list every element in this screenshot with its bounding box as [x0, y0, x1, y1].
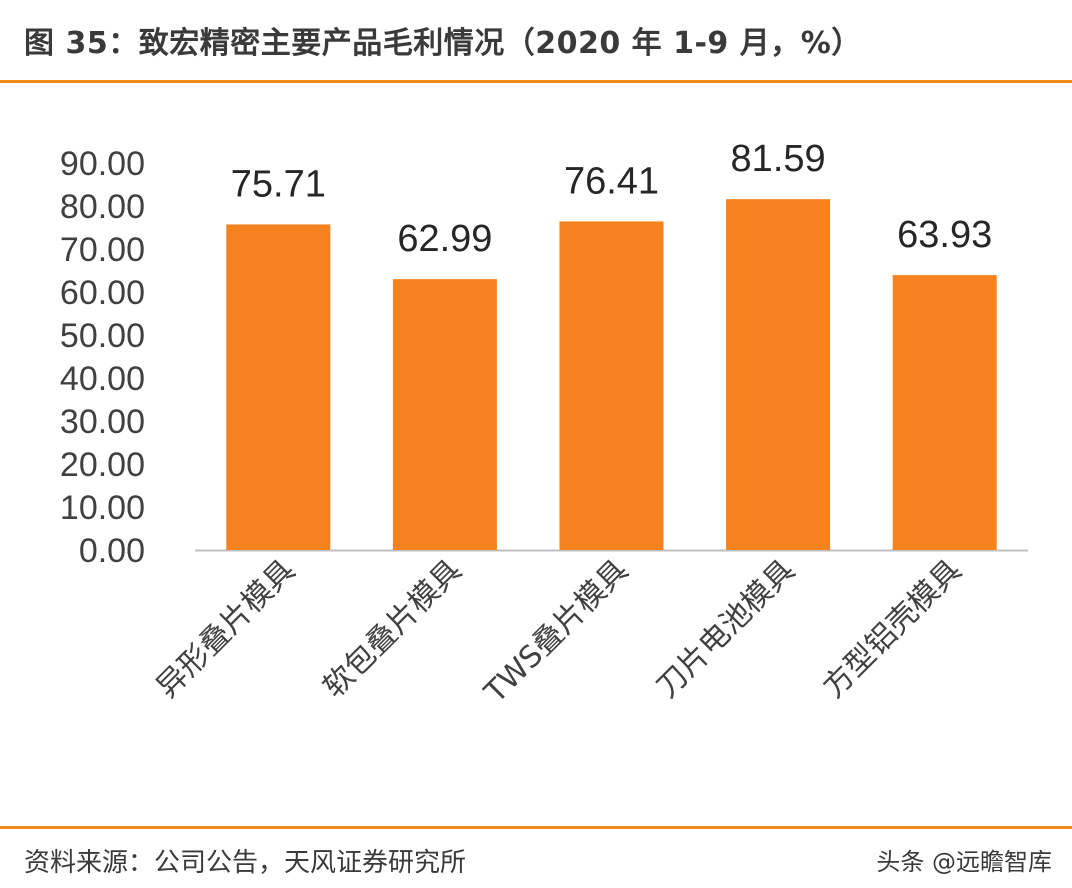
x-tick-label: 异形叠片模具 — [150, 553, 302, 705]
y-tick-label: 90.00 — [60, 145, 145, 183]
y-tick-label: 80.00 — [60, 188, 145, 226]
bottom-divider — [0, 826, 1072, 829]
data-label: 63.93 — [897, 214, 992, 256]
y-tick-label: 0.00 — [79, 532, 145, 570]
x-tick-label: 刀片电池模具 — [650, 553, 802, 705]
y-tick-label: 40.00 — [60, 360, 145, 398]
x-tick-label: TWS叠片模具 — [477, 553, 635, 711]
bar — [392, 279, 497, 550]
data-label: 76.41 — [564, 160, 659, 202]
bar — [892, 275, 997, 550]
y-tick-label: 20.00 — [60, 446, 145, 484]
bar-chart: 0.00 10.00 20.00 30.00 40.00 50.00 60.00 70.00 8… — [60, 138, 1028, 711]
top-divider — [0, 80, 1072, 83]
x-tick-label: 软包叠片模具 — [317, 553, 469, 705]
data-label: 81.59 — [731, 138, 826, 180]
y-tick-label: 60.00 — [60, 274, 145, 312]
chart-title: 图 35：致宏精密主要产品毛利情况（2020 年 1-9 月，%） — [24, 26, 862, 61]
source-note: 资料来源：公司公告，天风证券研究所 — [24, 848, 467, 878]
watermark: 头条 @远瞻智库 — [876, 848, 1052, 876]
data-label: 75.71 — [231, 163, 326, 205]
y-tick-label: 50.00 — [60, 317, 145, 355]
bar — [226, 224, 331, 550]
bar — [726, 199, 831, 550]
x-tick-label: 方型铝壳模具 — [816, 553, 968, 705]
y-tick-label: 30.00 — [60, 403, 145, 441]
y-tick-label: 70.00 — [60, 231, 145, 269]
y-tick-label: 10.00 — [60, 489, 145, 527]
bar — [559, 221, 664, 550]
data-label: 62.99 — [397, 218, 492, 260]
